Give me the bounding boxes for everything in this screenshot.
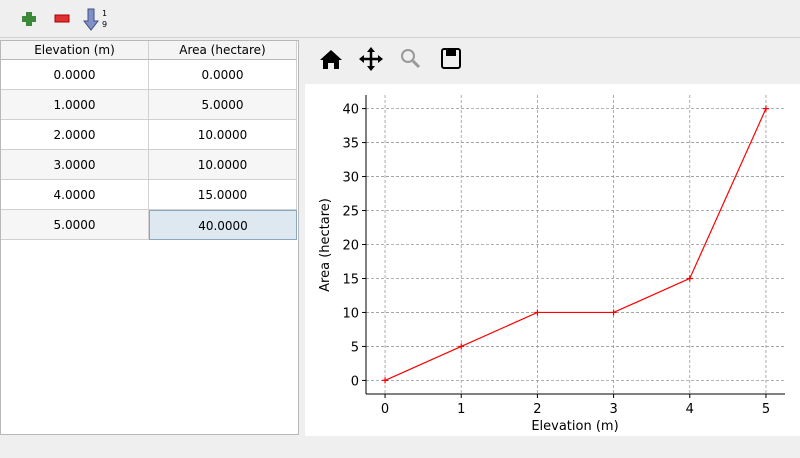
table-cell[interactable]: 15.0000 xyxy=(149,180,297,210)
y-tick-label: 25 xyxy=(342,205,359,220)
x-tick-label: 0 xyxy=(381,402,389,417)
data-line xyxy=(384,108,767,381)
zoom-button[interactable] xyxy=(401,49,421,69)
table-cell[interactable]: 10.0000 xyxy=(149,120,297,150)
y-tick-label: 5 xyxy=(351,340,359,355)
add-row-button[interactable] xyxy=(22,12,36,26)
data-point xyxy=(610,309,617,316)
pan-button[interactable] xyxy=(359,47,383,71)
remove-row-button[interactable] xyxy=(54,14,70,23)
y-tick-label: 15 xyxy=(342,272,359,287)
data-point xyxy=(534,309,541,316)
y-tick-label: 0 xyxy=(351,374,359,389)
y-axis-label: Area (hectare) xyxy=(318,198,333,292)
table-cell[interactable]: 0.0000 xyxy=(149,60,297,90)
x-tick-label: 5 xyxy=(762,402,770,417)
main-toolbar: 1 9 xyxy=(0,8,800,38)
data-point xyxy=(686,275,693,282)
y-tick-label: 30 xyxy=(342,171,359,186)
y-tick-label: 10 xyxy=(342,306,359,321)
column-header[interactable]: Elevation (m) xyxy=(1,41,149,60)
x-axis-label: Elevation (m) xyxy=(531,419,618,434)
data-point xyxy=(762,105,769,112)
table-cell[interactable]: 5.0000 xyxy=(1,210,149,240)
data-table: Elevation (m) Area (hectare) 0.0000 0.0000 1… xyxy=(0,40,299,435)
x-tick-label: 4 xyxy=(686,402,694,417)
y-tick-label: 35 xyxy=(342,137,359,152)
x-tick-label: 2 xyxy=(533,402,541,417)
table-cell[interactable]: 1.0000 xyxy=(1,90,149,120)
save-button[interactable] xyxy=(441,48,461,69)
y-tick-label: 20 xyxy=(342,239,359,254)
table-cell[interactable]: 40.0000 xyxy=(149,210,297,240)
table-cell[interactable]: 10.0000 xyxy=(149,150,297,180)
table-cell[interactable]: 4.0000 xyxy=(1,180,149,210)
plot-toolbar xyxy=(320,47,461,71)
y-tick-label: 40 xyxy=(342,103,359,118)
column-header[interactable]: Area (hectare) xyxy=(149,41,297,60)
table-cell[interactable]: 0.0000 xyxy=(1,60,149,90)
table-cell[interactable]: 5.0000 xyxy=(149,90,297,120)
chart: Elevation (m) Area (hectare) 05101520253… xyxy=(305,84,800,436)
table-cell[interactable]: 3.0000 xyxy=(1,150,149,180)
home-button[interactable] xyxy=(320,50,342,69)
svg-text:1: 1 xyxy=(102,9,107,18)
data-point xyxy=(458,343,465,350)
x-tick-label: 1 xyxy=(457,402,465,417)
svg-text:9: 9 xyxy=(102,20,107,29)
x-tick-label: 3 xyxy=(609,402,617,417)
table-cell[interactable]: 2.0000 xyxy=(1,120,149,150)
data-point xyxy=(382,377,389,384)
sort-button[interactable]: 1 9 xyxy=(82,8,107,31)
